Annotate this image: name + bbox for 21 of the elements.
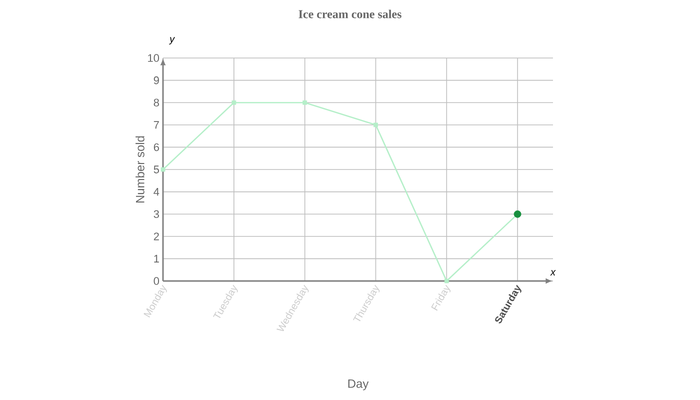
point <box>160 167 166 172</box>
y-tick-label: 0 <box>154 277 160 285</box>
chart-title: Ice cream cone sales <box>298 10 402 18</box>
annotation: x <box>550 270 556 276</box>
y-tick-label: 9 <box>154 76 159 84</box>
y-axis-title: Number sold <box>136 136 144 203</box>
point <box>374 122 378 128</box>
y-tick-label: 6 <box>154 143 159 152</box>
y-tick-label: 3 <box>154 210 159 218</box>
point <box>444 278 449 284</box>
point <box>232 100 236 105</box>
y-tick-label: 7 <box>154 121 159 129</box>
y-tick-label: 5 <box>154 166 159 174</box>
y-tick-label: 1 <box>154 254 159 262</box>
text: y <box>168 37 176 44</box>
x-axis-title: Day <box>348 380 369 390</box>
y-tick-label: 8 <box>154 98 159 106</box>
y-tick-label: 4 <box>154 188 160 196</box>
y-tick-label: 10 <box>148 54 160 62</box>
y-tick-label: 2 <box>154 232 159 240</box>
point <box>302 100 308 105</box>
